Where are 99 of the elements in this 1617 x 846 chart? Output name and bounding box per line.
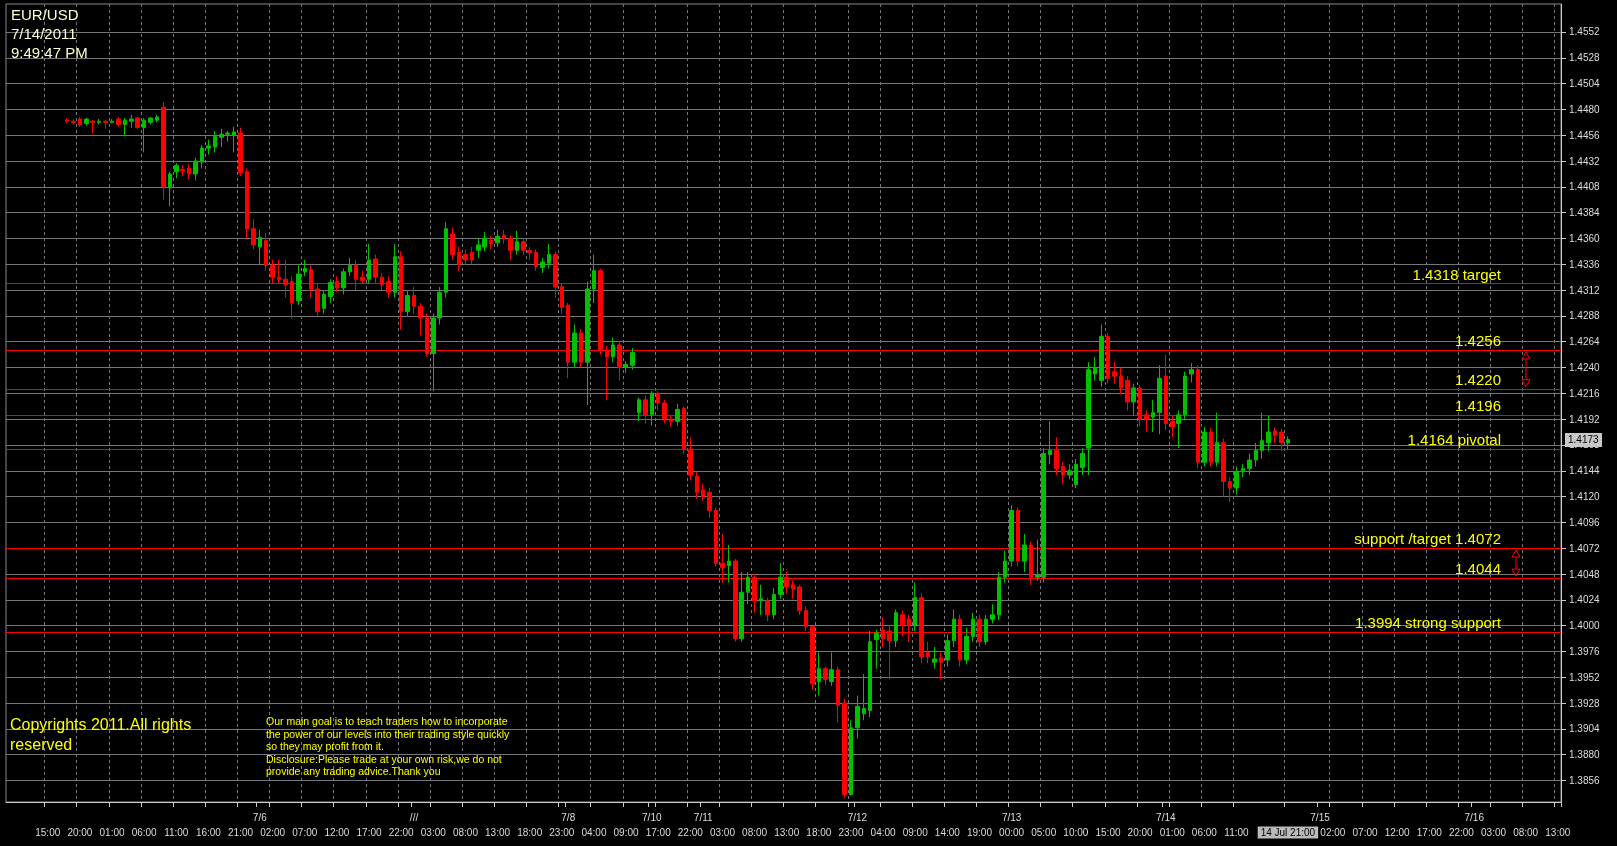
x-tick-label: 7/16 (1464, 812, 1485, 823)
x-tick-label: 02:00 (260, 827, 286, 838)
ref-line-label: 1.4164 pivotal (1407, 431, 1501, 449)
ref-line-label: 1.4196 (1455, 396, 1501, 414)
text: 7/14/2011 9:49:47 PM (11, 25, 88, 61)
x-tick-label: 14 Jul 21:00 (1260, 827, 1316, 838)
x-tick-label: 02:00 (1320, 827, 1346, 838)
x-tick-label: 15:00 (1095, 827, 1121, 838)
x-tick-label: 08:00 (742, 827, 768, 838)
ref-line-label: support /target 1.4072 (1354, 530, 1501, 548)
y-tick-label: 1.4120 (1569, 491, 1601, 503)
y-tick-label: 1.4288 (1569, 310, 1601, 322)
x-tick-label: 08:00 (1513, 827, 1539, 838)
x-tick-label: 01:00 (99, 827, 125, 838)
x-tick-label: 03:00 (709, 827, 736, 838)
y-tick-label: 1.3880 (1569, 749, 1601, 761)
x-tick-label: 07:00 (1352, 827, 1378, 838)
x-tick-label: 7/14 (1156, 812, 1176, 823)
x-tick-label: 06:00 (131, 827, 158, 838)
y-tick-label: 1.4264 (1569, 336, 1601, 348)
annotation: Copyrights 2011.All rights reserved (10, 715, 193, 755)
x-tick-label: 23:00 (838, 827, 864, 838)
x-tick-label: 21:00 (228, 827, 254, 838)
x-tick-label: 04:00 (581, 827, 607, 838)
x-tick-label: 01:00 (1159, 827, 1186, 838)
x-tick-label: 13:00 (1545, 827, 1571, 838)
x-tick-label: 18:00 (806, 827, 832, 838)
annotation: Disclosure:Please trade at your own risk,we do not provide any trading advice.Thank you (266, 752, 503, 778)
ref-line-label: 1.4256 (1455, 332, 1501, 350)
y-tick-label: 1.4192 (1569, 413, 1601, 425)
x-tick-label: 22:00 (1448, 827, 1475, 838)
y-tick-label: 1.4096 (1569, 516, 1601, 528)
ref-line-label: 1.3994 strong support (1355, 614, 1502, 632)
x-tick-label: 12:00 (324, 827, 350, 838)
x-tick-label: 05:00 (1031, 827, 1057, 838)
y-tick-label: 1.4336 (1569, 258, 1601, 270)
x-tick-label: 18:00 (517, 827, 543, 838)
x-tick-label: 17:00 (1416, 827, 1443, 838)
y-tick-label: 1.4000 (1569, 620, 1601, 632)
y-tick-label: 1.4048 (1569, 568, 1601, 580)
x-tick-label: 17:00 (356, 827, 382, 838)
ref-line-label: 1.4318 target (1412, 265, 1502, 283)
x-tick-label: 17:00 (645, 827, 672, 838)
x-tick-label: 14:00 (934, 827, 961, 838)
x-tick-label: 11:00 (1224, 827, 1250, 838)
y-tick-label: 1.4432 (1569, 155, 1601, 167)
x-tick-label: 7/6 (252, 812, 268, 823)
x-tick-label: 7/8 (561, 812, 576, 823)
x-tick-label: 11:00 (164, 827, 189, 838)
x-tick-label: 13:00 (774, 827, 800, 838)
y-tick-label: 1.4408 (1569, 181, 1601, 193)
y-tick-label: 1.4504 (1569, 78, 1601, 90)
text: 1.4173 (1565, 432, 1602, 447)
x-tick-label: 22:00 (388, 827, 415, 838)
x-tick-label: 16:00 (195, 827, 222, 838)
x-tick-label: 7/12 (847, 812, 868, 823)
y-tick-label: 1.4240 (1569, 362, 1601, 374)
x-tick-label: 06:00 (1191, 827, 1218, 838)
y-tick-label: 1.4456 (1569, 129, 1601, 141)
x-tick-label: 7/10 (642, 812, 662, 823)
x-tick-label: 20:00 (67, 827, 93, 838)
ref-line-label: 1.4220 (1455, 371, 1501, 389)
y-tick-label: 1.3856 (1569, 774, 1601, 786)
x-tick-label: 15:00 (35, 827, 61, 838)
y-tick-label: 1.4024 (1569, 594, 1601, 606)
y-tick-label: 1.4552 (1569, 26, 1601, 38)
y-tick-label: 1.4312 (1569, 284, 1601, 296)
annotation: Our main goal is to teach traders how to incorporate the power of our levels into their trading style quickly so they may profit from it. (266, 715, 511, 753)
y-tick-label: 1.3928 (1569, 697, 1601, 709)
x-tick-label: 03:00 (420, 827, 447, 838)
x-tick-label: 12:00 (1384, 827, 1411, 838)
ref-line-label: 1.4044 (1455, 560, 1501, 578)
y-tick-label: 1.4360 (1569, 232, 1601, 244)
x-tick-label: 7/15 (1310, 812, 1331, 823)
y-tick-label: 1.3952 (1569, 671, 1601, 683)
y-tick-label: 1.4384 (1569, 207, 1601, 219)
x-tick-label: 7/13 00:00 (999, 812, 1025, 838)
x-tick-label: 23:00 (549, 827, 575, 838)
x-tick-label: 04:00 (870, 827, 897, 838)
x-tick-label: 22:00 (677, 827, 704, 838)
x-tick-label: 07:00 (292, 827, 318, 838)
y-tick-label: 1.3976 (1569, 645, 1601, 657)
x-tick-label: 7/11 (693, 812, 713, 823)
x-tick-label: 03:00 (1481, 827, 1507, 838)
y-tick-label: 1.4480 (1569, 103, 1601, 115)
chart-title: EUR/USD (11, 6, 79, 23)
x-tick-label: 13:00 (485, 827, 511, 838)
x-tick-label: 19:00 (966, 827, 993, 838)
y-tick-label: 1.4216 (1569, 387, 1601, 399)
y-tick-label: 1.3904 (1569, 723, 1601, 735)
x-tick-label: 20:00 (1127, 827, 1154, 838)
y-tick-label: 1.4528 (1569, 52, 1601, 64)
x-tick-label: /// (409, 812, 419, 823)
x-tick-label: 09:00 (613, 827, 640, 838)
x-tick-label: 08:00 (452, 827, 479, 838)
x-tick-label: 09:00 (902, 827, 929, 838)
y-tick-label: 1.4144 (1569, 465, 1601, 477)
y-tick-label: 1.4072 (1569, 542, 1601, 554)
x-tick-label: 10:00 (1063, 827, 1089, 838)
